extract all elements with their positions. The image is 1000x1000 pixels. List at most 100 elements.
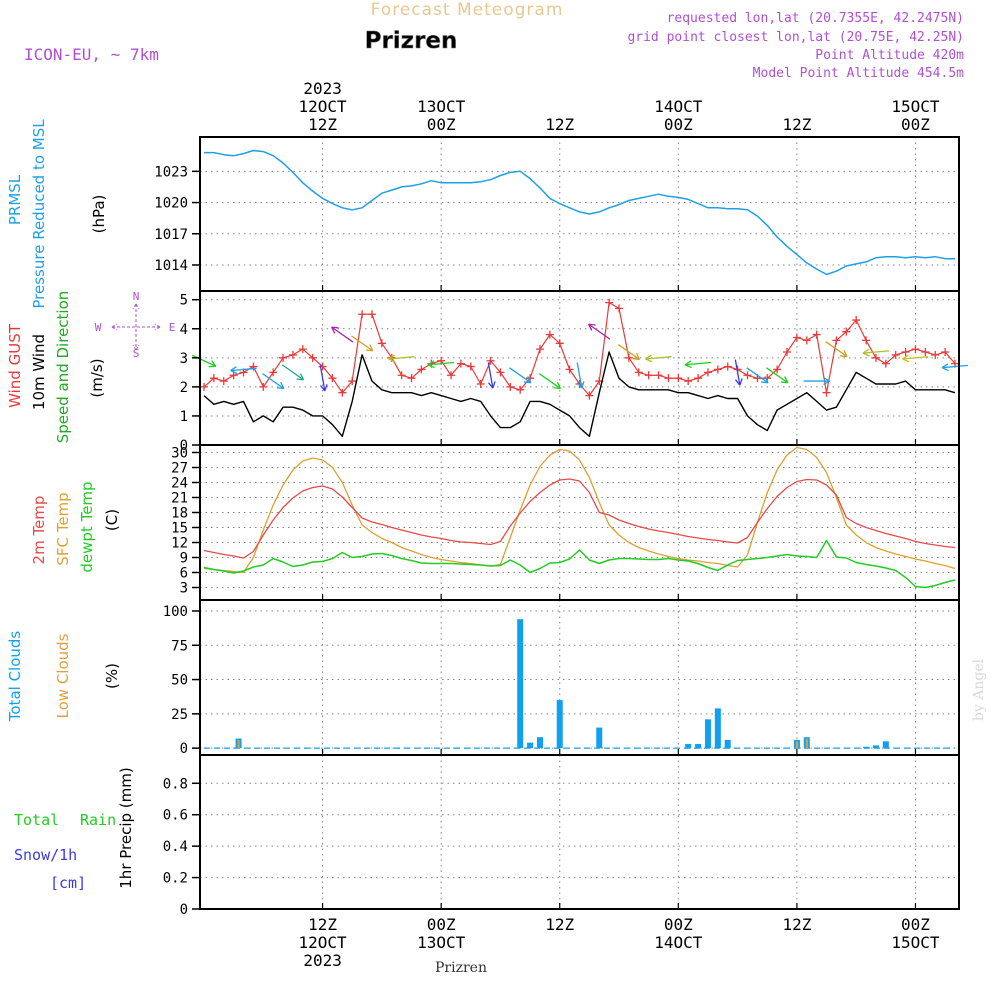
wind-direction-arrowhead [319,384,328,392]
y-tick-label: 1 [180,409,188,425]
gust-marker [921,348,930,357]
frames-layer [192,136,960,910]
gust-marker [634,368,643,377]
gust-marker [565,365,574,374]
labels-layer: 1014101710201023012345369121518212427300… [6,79,940,970]
panel-frame-wind [199,290,960,446]
bottom-time-label: 15OCT [891,933,940,952]
y-tick-label: 0.6 [163,808,188,824]
wind-direction-arrow [388,356,415,360]
low-clouds-label: Low Clouds [54,633,72,718]
gust-marker [269,368,278,377]
y-tick-label: 75 [171,638,188,654]
wind-label: 10m Wind [30,334,48,410]
bottom-time-label: 12OCT [298,933,347,952]
y-tick-label: 2 [180,380,188,396]
y-tick-label: 1014 [154,258,188,274]
bottom-time-label: 00Z [664,915,693,934]
y-tick-label: 18 [171,506,188,522]
y-tick-label: 15 [171,521,188,537]
gust-marker [615,304,624,313]
gust-marker [822,388,831,397]
wind-direction-arrow [230,367,257,372]
gust-marker [367,310,376,319]
gust-marker [348,377,357,386]
wind-direction-arrow [319,365,326,392]
clouds-ylabel: (%) [103,663,121,689]
wind-direction-arrow [487,362,494,389]
gust-marker [871,353,880,362]
gust-marker [288,350,297,359]
wind-direction-arrowhead [365,344,374,352]
sfc-temp-line [203,446,956,574]
wind-direction-arrow [902,356,929,360]
y-tick-label: 0 [180,741,188,757]
wind-direction-arrowhead [388,354,396,363]
gust-marker [901,348,910,357]
wind-direction-arrowhead [487,381,496,389]
requested-coords: requested lon,lat (20.7355E, 42.2475N) [667,11,964,26]
gust-marker [575,379,584,388]
bottom-time-label: 12Z [308,915,337,934]
y-tick-label: 3 [180,351,188,367]
wind-direction-arrow [766,367,789,384]
panel-frame-precip [199,754,960,910]
wind-direction-arrowhead [902,354,910,363]
wind-direction-arrow [281,364,304,381]
gust-marker [644,371,653,380]
total-cloud-bar [517,619,524,749]
gust-marker [486,356,495,365]
gust-marker [308,353,317,362]
gust-marker [773,365,782,374]
y-tick-label: 24 [171,476,188,492]
y-tick-label: 50 [171,673,188,689]
total-cloud-bar [685,744,692,749]
y-tick-label: 27 [171,461,188,477]
gust-marker [209,374,218,383]
wind-direction-arrowhead [645,354,653,363]
wind-direction-arrow [262,373,285,390]
dewpt-line [203,539,956,589]
wind-direction-arrowhead [208,360,217,368]
gust-marker [279,353,288,362]
total-label: Total [14,811,59,829]
wind-direction-arrow [351,335,374,352]
gust-marker [802,336,811,345]
wind-ylabel: (m/s) [88,358,106,397]
gust-marker [743,371,752,380]
y-tick-label: 0.8 [163,776,188,792]
wind-direction-arrowhead [941,363,949,372]
wind-direction-arrow [645,356,672,360]
wind-direction-arrowhead [296,373,305,381]
wind-direction-arrow [685,361,712,366]
total-cloud-bar [596,727,603,749]
top-time-label: 12Z [308,115,337,134]
gust-marker [328,374,337,383]
y-tick-label: 1020 [154,196,188,212]
gust-marker [605,298,614,307]
top-time-label: 15OCT [891,97,940,116]
wind-direction-arrow [538,373,561,390]
top-time-label: 2023 [303,79,342,98]
chart-title: Forecast Meteogram [371,0,564,20]
wind-direction-arrow [617,344,640,361]
y-tick-label: 5 [180,293,188,309]
wind-direction-arrowhead [276,381,285,390]
wind-direction-arrowhead [331,326,339,334]
y-tick-label: 25 [171,707,188,723]
top-time-label: 00Z [901,115,930,134]
gust-marker [545,330,554,339]
gust-marker [911,345,920,354]
wind-direction-arrowhead [823,377,830,386]
wind-direction-arrow [825,341,848,358]
total-cloud-bar [882,741,889,749]
temp-2m-line [203,478,956,559]
gust-marker [377,339,386,348]
total-cloud-bar [695,744,702,749]
top-time-label: 14OCT [654,97,703,116]
gust-marker [555,339,564,348]
gust-marker [842,327,851,336]
snow-label: Snow/1h [14,846,77,864]
y-tick-label: 30 [171,446,188,462]
y-tick-label: 9 [180,551,188,567]
